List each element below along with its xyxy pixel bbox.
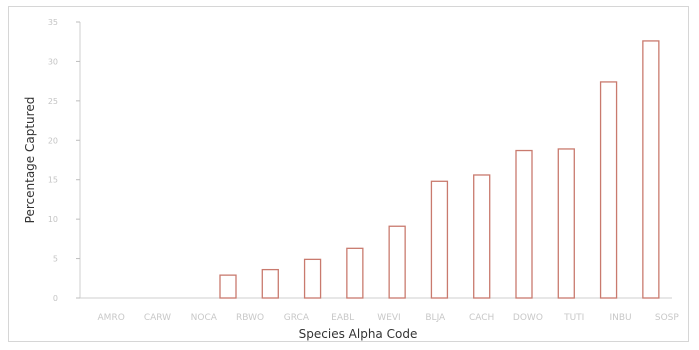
bar bbox=[515, 149, 533, 299]
bar bbox=[430, 180, 449, 299]
x-tick-label: GRCA bbox=[284, 313, 310, 323]
x-tick-label: TUTI bbox=[563, 313, 584, 323]
x-tick-label: EABL bbox=[331, 313, 354, 323]
x-tick-label: SOSP bbox=[655, 313, 680, 323]
y-tick-label: 10 bbox=[48, 215, 58, 224]
x-tick-label: CARW bbox=[144, 313, 171, 323]
bar bbox=[473, 174, 491, 299]
x-tick-label: DOWO bbox=[513, 313, 543, 323]
y-tick-label: 20 bbox=[48, 136, 58, 145]
x-tick-label: BLJA bbox=[425, 313, 446, 323]
x-axis-title: Species Alpha Code bbox=[299, 327, 418, 341]
bar bbox=[261, 268, 279, 299]
x-tick-label: RBWO bbox=[236, 313, 264, 323]
x-tick-label: CACH bbox=[469, 313, 494, 323]
bar bbox=[642, 40, 660, 299]
y-tick-label: 15 bbox=[48, 176, 58, 185]
bar bbox=[219, 274, 237, 299]
y-tick-label: 5 bbox=[53, 255, 58, 264]
bar bbox=[388, 225, 406, 299]
y-axis-title: Percentage Captured bbox=[23, 97, 37, 224]
bar bbox=[303, 258, 322, 299]
bar bbox=[346, 247, 364, 299]
x-tick-label: NOCA bbox=[191, 313, 218, 323]
axes bbox=[79, 22, 672, 299]
y-tick-label: 0 bbox=[53, 294, 58, 303]
x-tick-label: WEVI bbox=[377, 313, 400, 323]
x-axis-tick-labels: AMRO CARW NOCA RBWO GRCA EABL WEVI BLJA CACH DOWO… bbox=[98, 313, 680, 323]
x-tick-label: AMRO bbox=[98, 313, 125, 323]
y-tick-label: 35 bbox=[48, 18, 58, 27]
y-tick-label: 25 bbox=[48, 97, 58, 106]
bar bbox=[557, 148, 575, 299]
bars bbox=[219, 40, 660, 299]
y-axis-ticks: 0 5 10 15 20 25 30 35 bbox=[48, 18, 80, 303]
x-tick-label: INBU bbox=[609, 313, 631, 323]
y-tick-label: 30 bbox=[48, 57, 58, 66]
bar bbox=[599, 81, 618, 299]
